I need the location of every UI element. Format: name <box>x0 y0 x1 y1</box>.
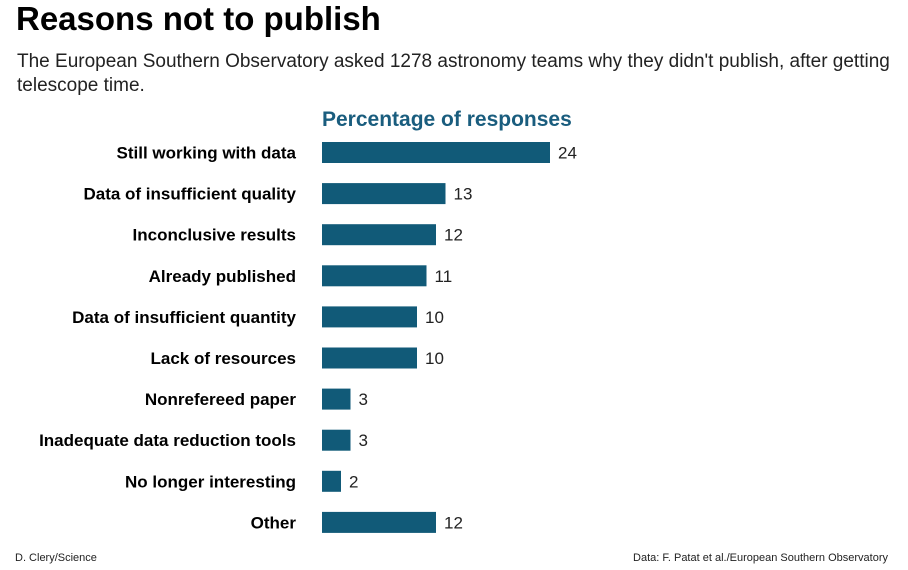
chart-title: Reasons not to publish <box>16 0 381 37</box>
bar <box>322 511 436 533</box>
bar <box>322 183 446 205</box>
value-label: 3 <box>359 390 368 409</box>
bar <box>322 347 417 369</box>
category-label: Other <box>251 513 297 532</box>
value-label: 2 <box>349 472 358 491</box>
bar <box>322 388 351 410</box>
category-label: Data of insufficient quality <box>83 185 296 204</box>
bar <box>322 429 351 451</box>
category-label: Data of insufficient quantity <box>72 308 296 327</box>
value-label: 10 <box>425 308 444 327</box>
category-label: No longer interesting <box>125 472 296 491</box>
bar <box>322 470 341 492</box>
value-label: 3 <box>359 431 368 450</box>
value-label: 13 <box>454 185 473 204</box>
credit-author: D. Clery/Science <box>15 552 97 564</box>
bars-group: Still working with data 24 Data of insuffi… <box>39 142 577 533</box>
value-label: 11 <box>435 267 453 286</box>
axis-title: Percentage of responses <box>322 108 572 131</box>
category-label: Inconclusive results <box>133 226 296 245</box>
bar <box>322 142 550 163</box>
bar <box>322 306 417 328</box>
category-label: Still working with data <box>117 144 297 163</box>
value-label: 12 <box>444 226 463 245</box>
category-label: Inadequate data reduction tools <box>39 431 296 450</box>
category-label: Lack of resources <box>150 349 296 368</box>
credit-data-source: Data: F. Patat et al./European Southern … <box>633 552 888 564</box>
category-label: Nonrefereed paper <box>145 390 297 409</box>
bar <box>322 265 427 287</box>
value-label: 24 <box>558 144 577 163</box>
value-label: 12 <box>444 513 463 532</box>
value-label: 10 <box>425 349 444 368</box>
bar <box>322 224 436 246</box>
category-label: Already published <box>149 267 296 286</box>
chart-subtitle: The European Southern Observatory asked … <box>17 51 890 96</box>
